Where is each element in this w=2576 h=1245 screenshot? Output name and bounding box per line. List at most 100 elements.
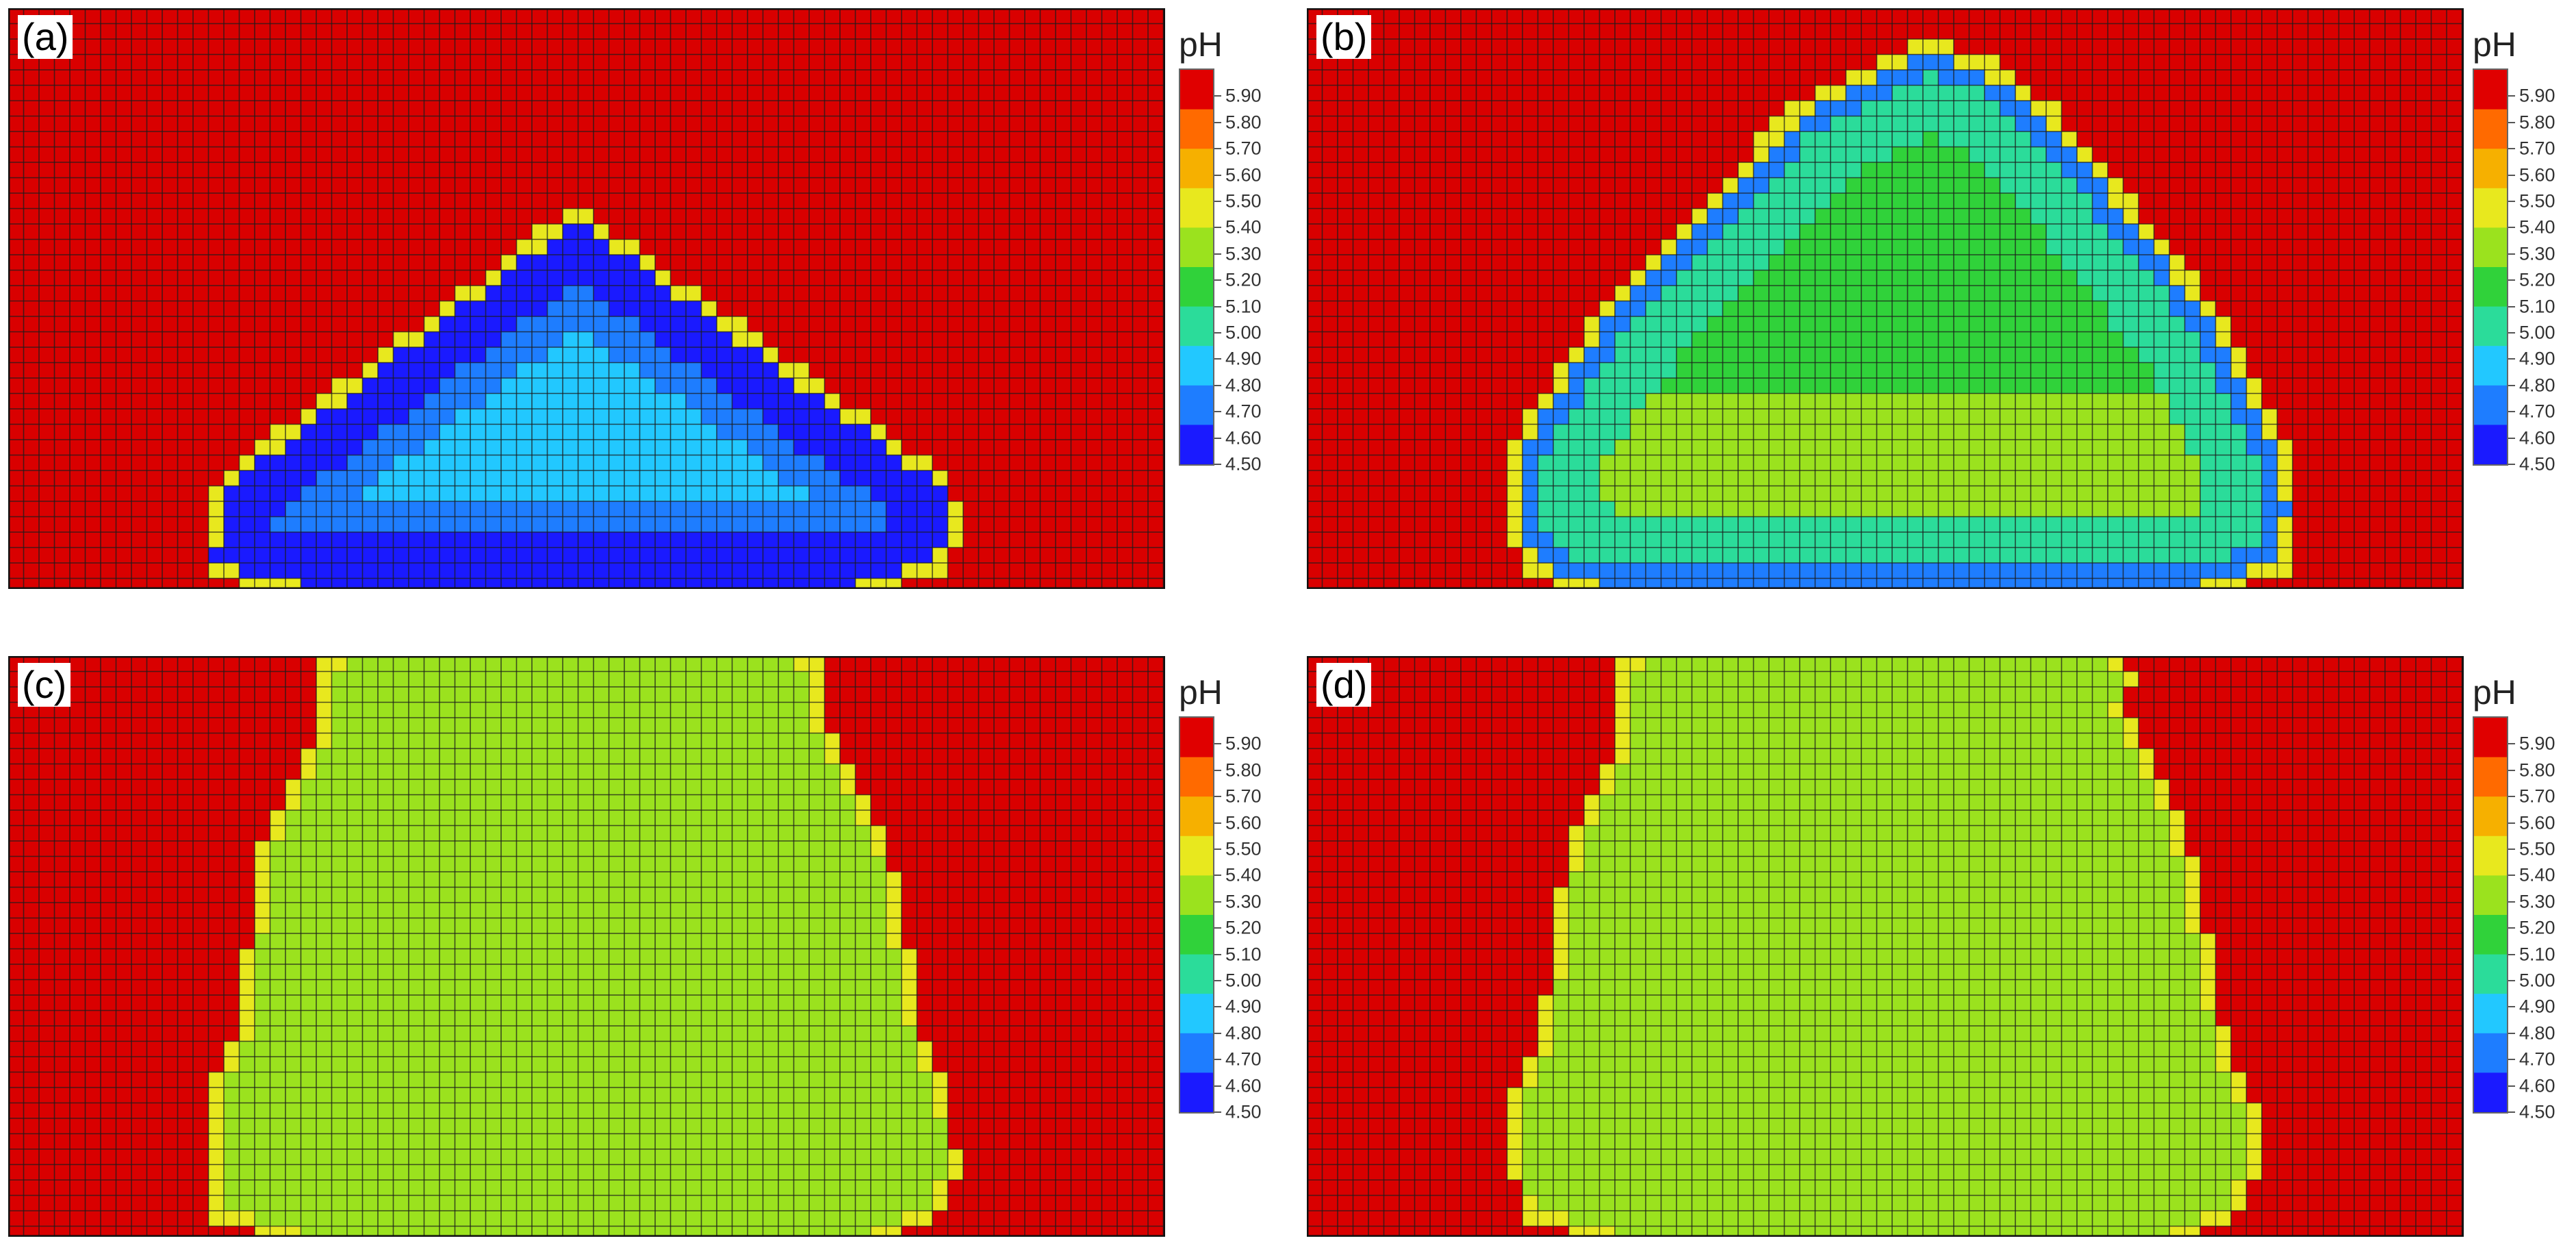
field-cell (2092, 872, 2108, 888)
field-cell (470, 903, 486, 918)
field-cell (1985, 856, 2000, 872)
field-cell (1722, 841, 1738, 857)
field-cell (1815, 255, 1831, 271)
field-cell (1954, 193, 1969, 209)
field-cell (563, 1149, 578, 1165)
field-cell (1676, 547, 1692, 563)
field-cell (1738, 424, 1754, 440)
field-cell (393, 1118, 409, 1134)
field-cell (501, 872, 517, 888)
field-cell (316, 1041, 332, 1057)
field-cell (778, 779, 794, 795)
field-cell (547, 347, 563, 363)
colorbar-tick-label: 5.50 (1225, 190, 1262, 212)
field-cell (1707, 255, 1723, 271)
field-cell (1584, 933, 1600, 949)
field-cell (1861, 516, 1877, 532)
field-cell (1753, 872, 1769, 888)
field-cell (2000, 116, 2015, 131)
field-cell (1892, 101, 1908, 116)
field-cell (2108, 933, 2124, 949)
field-cell (763, 1041, 778, 1057)
field-cell (1615, 409, 1631, 425)
field-cell (393, 979, 409, 995)
field-cell (270, 440, 285, 455)
field-cell (2061, 393, 2077, 409)
field-cell (485, 718, 501, 733)
field-cell (639, 440, 655, 455)
field-cell (1985, 810, 2000, 826)
colorbar-tick-mark (2508, 148, 2515, 150)
field-cell (717, 1072, 732, 1087)
field-cell (1615, 563, 1631, 579)
field-cell (301, 470, 316, 486)
field-cell (932, 1072, 948, 1087)
field-cell (1630, 933, 1646, 949)
field-cell (532, 810, 548, 826)
field-cell (2046, 1087, 2062, 1103)
field-cell (639, 887, 655, 903)
field-cell (1969, 270, 1985, 286)
field-cell (2061, 177, 2077, 193)
field-cell (1800, 177, 1815, 193)
field-cell (1769, 656, 1785, 672)
field-cell (547, 501, 563, 517)
field-cell (2061, 224, 2077, 240)
ph-field-b (1307, 8, 2464, 589)
field-cell (1954, 116, 1969, 131)
field-cell (717, 455, 732, 470)
field-cell (2123, 995, 2139, 1011)
field-cell (1646, 733, 1661, 749)
field-cell (470, 1226, 486, 1237)
field-cell (2092, 193, 2108, 209)
field-cell (1800, 316, 1815, 332)
field-cell (701, 316, 717, 332)
field-cell (2231, 501, 2247, 517)
panel-b: (b) (1307, 8, 2464, 589)
field-cell (609, 270, 624, 286)
field-cell (1892, 362, 1908, 378)
field-cell (1923, 455, 1939, 470)
field-cell (532, 1226, 548, 1237)
field-cell (840, 1010, 856, 1026)
field-cell (2108, 563, 2124, 579)
field-cell (2000, 749, 2015, 764)
field-cell (2123, 547, 2139, 563)
field-cell (1815, 362, 1831, 378)
colorbar-tick-mark (1214, 148, 1221, 150)
field-cell (316, 424, 332, 440)
field-cell (594, 810, 609, 826)
field-cell (285, 1010, 301, 1026)
field-cell (2061, 301, 2077, 316)
field-cell (1892, 409, 1908, 425)
field-cell (2108, 177, 2124, 193)
field-cell (1676, 532, 1692, 548)
field-cell (1815, 1057, 1831, 1072)
field-cell (701, 532, 717, 548)
field-cell (1769, 286, 1785, 301)
colorbar-tick-mark (2508, 411, 2515, 413)
field-cell (2015, 918, 2031, 933)
field-cell (2169, 995, 2185, 1011)
field-cell (1738, 872, 1754, 888)
field-cell (424, 1180, 439, 1196)
field-cell (2154, 948, 2169, 964)
field-cell (1584, 532, 1600, 548)
field-cell (947, 532, 963, 548)
field-cell (1646, 316, 1661, 332)
field-cell (778, 887, 794, 903)
field-cell (793, 1010, 809, 1026)
field-cell (1907, 501, 1923, 517)
colorbar-tick-label: 4.70 (2519, 401, 2555, 422)
field-cell (748, 718, 763, 733)
field-cell (1722, 933, 1738, 949)
field-cell (2184, 918, 2200, 933)
field-cell (532, 224, 548, 240)
field-cell (2061, 1026, 2077, 1042)
field-cell (378, 1195, 394, 1211)
field-cell (1938, 393, 1954, 409)
field-cell (393, 1149, 409, 1165)
field-cell (1923, 331, 1939, 347)
field-cell (1861, 547, 1877, 563)
field-cell (793, 578, 809, 589)
